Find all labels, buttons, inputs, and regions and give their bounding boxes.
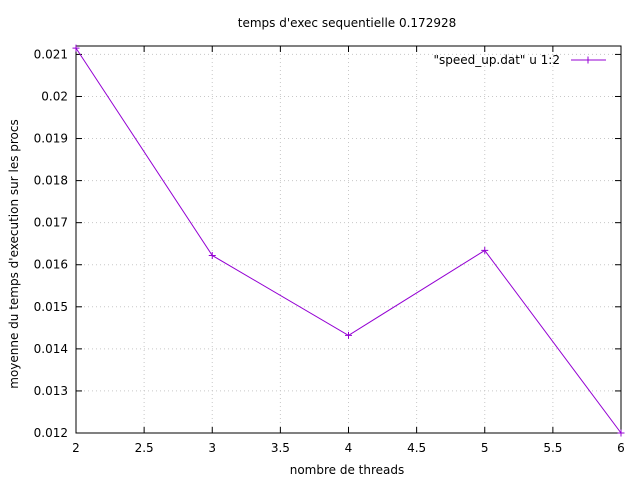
x-tick-label: 3	[208, 441, 216, 455]
data-point	[208, 251, 216, 259]
y-tick-label: 0.018	[34, 174, 68, 188]
x-tick-label: 2	[72, 441, 80, 455]
series-line	[75, 47, 622, 434]
y-tick-label: 0.014	[34, 342, 68, 356]
chart-title: temps d'exec sequentielle 0.172928	[238, 16, 456, 30]
legend: "speed_up.dat" u 1:2	[433, 53, 606, 67]
x-tick-label: 4.5	[407, 441, 426, 455]
y-tick-label: 0.019	[34, 132, 68, 146]
data-point	[481, 246, 489, 254]
y-tick-label: 0.02	[41, 89, 68, 103]
grid	[76, 46, 621, 433]
y-tick-label: 0.013	[34, 384, 68, 398]
x-tick-label: 3.5	[271, 441, 290, 455]
y-tick-label: 0.015	[34, 300, 68, 314]
y-tick-labels: 0.012 0.013 0.014 0.015 0.016 0.017 0.018 0.019…	[34, 47, 68, 440]
legend-label: "speed_up.dat" u 1:2	[433, 53, 560, 67]
y-tick-label: 0.017	[34, 216, 68, 230]
data-point	[617, 429, 625, 437]
x-tick-label: 2.5	[135, 441, 154, 455]
x-tick-label: 6	[617, 441, 625, 455]
x-axis-label: nombre de threads	[290, 463, 405, 477]
y-tick-label: 0.016	[34, 258, 68, 272]
legend-marker	[584, 56, 592, 64]
x-tick-label: 5.5	[543, 441, 562, 455]
y-axis-label: moyenne du temps d'execution sur les pro…	[7, 119, 21, 389]
series-layer	[72, 44, 625, 437]
x-tick-labels: 2 2.5 3 3.5 4 4.5 5 5.5 6	[72, 441, 625, 455]
y-tick-label: 0.012	[34, 426, 68, 440]
y-tick-label: 0.021	[34, 47, 68, 61]
data-point	[345, 331, 352, 339]
data-point	[72, 44, 80, 52]
x-tick-label: 4	[345, 441, 353, 455]
x-tick-label: 5	[481, 441, 489, 455]
